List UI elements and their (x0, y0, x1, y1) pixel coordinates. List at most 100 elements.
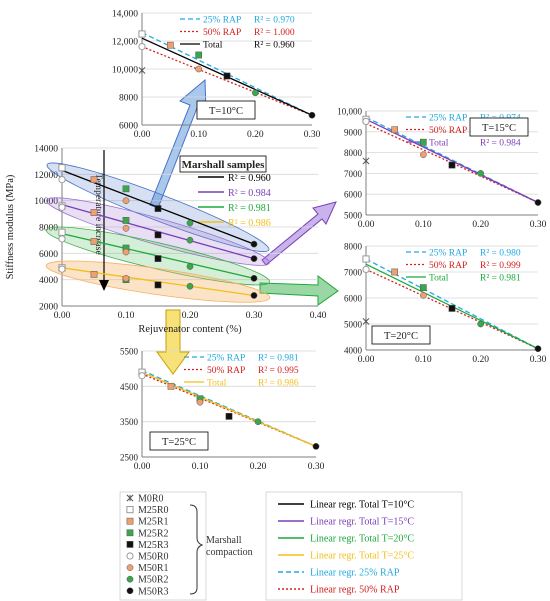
y-tick-label: 14000 (34, 145, 58, 155)
y-tick-label: 7000 (344, 169, 363, 179)
x-tick-label: 0.10 (190, 130, 207, 140)
r2-label: R² = 0.986 (228, 218, 271, 229)
marker-m50r0 (58, 176, 66, 184)
marker-m50r1 (122, 248, 130, 256)
arrow-to-25c (156, 309, 190, 375)
x-tick-label: 0.20 (250, 462, 267, 472)
connector-arrows (149, 78, 339, 375)
marker-m25r1 (90, 271, 98, 278)
legend-r2: R² = 0.970 (254, 16, 295, 26)
y-tick-label: 10000 (34, 197, 58, 207)
line-legend-label: Linear regr. Total T=10°C (310, 500, 414, 511)
y-tick-label: 10,000 (337, 107, 362, 117)
legend-label: Total (207, 379, 227, 389)
x-tick-label: 0.00 (358, 220, 375, 230)
marker-m50r3 (534, 199, 542, 206)
figure-legend: M0R0M25R0M25R1M25R2M25R3M50R0M50R1M50R2M… (119, 491, 463, 601)
legend-label: 25% RAP (429, 114, 467, 124)
line-legend-label: Linear regr. 25% RAP (310, 568, 400, 579)
y-tick-label: 4500 (120, 382, 139, 392)
temperature-arrow-label: Temperature increase (93, 173, 103, 254)
compaction-label-line1: Marshall (206, 535, 242, 546)
marker-m50r1 (122, 197, 130, 205)
marker-m50r0 (58, 235, 66, 243)
marker-legend-label: M25R2 (138, 528, 169, 539)
marker-m25r3 (154, 205, 162, 212)
chart-title: T=10°C (209, 106, 243, 117)
y-tick-label: 9000 (344, 127, 363, 137)
marker-legend-label: M25R3 (138, 540, 169, 551)
chart-t20: 4000 5000 6000 7000 8000 0.00 0.10 0.20 0.30 25% … (344, 242, 547, 366)
y-tick-label: 10,000 (112, 66, 138, 76)
y-tick-label: 7000 (344, 268, 363, 278)
chart-t15: 5000 6000 7000 8000 9000 10,000 0.00 0.10 0.20 0.… (337, 107, 546, 231)
marker-m25r2 (122, 185, 130, 193)
x-tick-label: 0.00 (134, 130, 151, 140)
marker-m50r2 (186, 219, 194, 227)
marker-m50r1 (195, 65, 203, 73)
legend-label: 25% RAP (207, 354, 245, 364)
marker-m50r1 (122, 224, 130, 232)
marker-m25r0 (58, 228, 66, 236)
y-tick-label: 12000 (34, 171, 58, 181)
legend-label: 25% RAP (429, 249, 467, 259)
marker-m50r3 (126, 587, 134, 595)
marker-m50r1 (126, 564, 134, 571)
y-tick-label: 12,000 (112, 38, 138, 48)
marker-m50r3 (312, 443, 320, 450)
r2-label: R² = 0.981 (228, 203, 271, 214)
marker-m50r2 (477, 170, 485, 177)
marker-m25r3 (154, 281, 162, 289)
legend-label: 25% RAP (203, 16, 241, 26)
temperature-arrow-head (99, 280, 109, 291)
y-tick-label: 4000 (344, 346, 363, 356)
y-tick-label: 8000 (119, 94, 138, 104)
marker-m25r1 (126, 517, 134, 525)
regression-line (365, 118, 539, 204)
legend-r2: R² = 0.999 (480, 261, 521, 271)
y-tick-label: 8000 (344, 148, 363, 158)
marker-m25r3 (126, 541, 134, 548)
marker-m50r0 (362, 117, 370, 126)
x-tick-label: 0.10 (415, 220, 432, 230)
marker-legend-label: M50R1 (138, 563, 169, 574)
y-tick-label: 5000 (344, 211, 363, 221)
marker-m50r1 (122, 275, 130, 282)
regression-line (141, 45, 313, 116)
marker-legend-label: M25R1 (138, 517, 169, 528)
x-tick-label: 0.30 (530, 220, 547, 230)
marker-m0r0 (126, 494, 134, 502)
y-tick-label: 6000 (344, 294, 363, 304)
legend-r2: R² = 0.986 (258, 379, 299, 389)
arrow-to-15c (261, 201, 337, 266)
chart-main: 2000 4000 6000 8000 10000 12000 14000 0.00 0.10 0… (5, 145, 327, 336)
marker-m0r0 (362, 317, 370, 325)
marker-legend-label: M50R0 (138, 552, 169, 563)
title-box (179, 155, 267, 173)
marker-m25r1 (391, 126, 399, 134)
legend-r2: R² = 0.981 (480, 274, 521, 284)
marker-m25r1 (166, 41, 174, 49)
line-legend-label: Linear regr. 50% RAP (310, 585, 400, 596)
y-tick-label: 3500 (120, 417, 139, 427)
marker-m25r3 (225, 413, 233, 420)
marker-m50r3 (250, 275, 258, 282)
marker-m25r0 (362, 255, 370, 263)
marker-m50r3 (250, 292, 258, 299)
marker-m50r3 (308, 111, 316, 119)
marker-m25r1 (90, 209, 98, 216)
marker-m25r3 (154, 231, 162, 239)
legend-label: Total (429, 274, 449, 284)
legend-label: 50% RAP (429, 261, 467, 271)
legend-r2: R² = 0.981 (258, 354, 299, 364)
x-tick-label: 0.00 (54, 311, 71, 321)
legend-r2: R² = 0.960 (254, 41, 295, 51)
marker-legend-label: M0R0 (138, 494, 164, 505)
marker-m25r1 (90, 238, 98, 245)
chart-t10: 6000 8000 10,000 12,000 14,000 0.00 0.10 0.20 0.… (112, 10, 321, 141)
marker-m25r3 (448, 305, 456, 312)
line-legend-label: Linear regr. Total T=25°C (310, 551, 414, 562)
marker-legend-label: M50R2 (138, 575, 169, 586)
marker-m25r0 (126, 506, 134, 514)
x-tick-label: 0.20 (247, 130, 264, 140)
